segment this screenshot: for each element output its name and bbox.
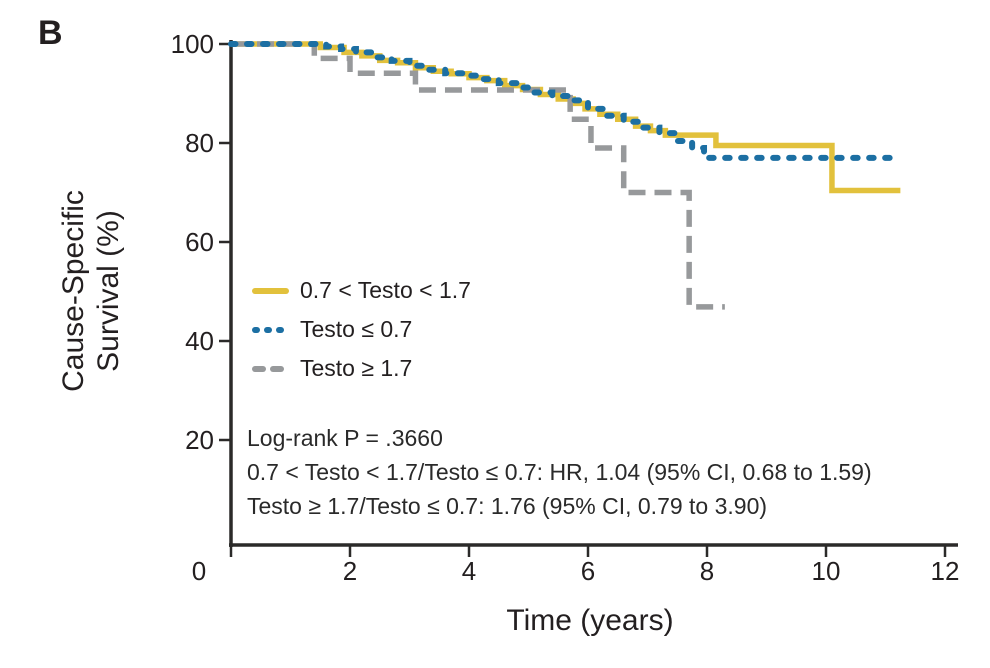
series-curve-0 [231,41,901,194]
x-tick-label: 12 [931,556,960,586]
chart-legend: 0.7 < Testo < 1.7 Testo ≤ 0.7 Testo ≥ 1.7 [252,271,471,388]
series-curve-2 [231,41,725,310]
stats-line: Testo ≥ 1.7/Testo ≤ 0.7: 1.76 (95% CI, 0… [247,493,768,519]
x-tick-label: 4 [462,556,476,586]
y-tick-label: 60 [185,227,214,257]
legend-label: Testo ≥ 1.7 [300,355,413,381]
x-tick-label: 2 [343,556,357,586]
legend-item: Testo ≥ 1.7 [252,349,471,388]
panel-label: B [38,14,63,52]
y-axis-title: Cause-Specific Survival (%) [57,190,125,392]
x-axis-title: Time (years) [506,604,674,637]
stats-annotation: Log-rank P = .3660 0.7 < Testo < 1.7/Test… [247,421,872,523]
legend-swatch-segment [276,326,284,333]
legend-swatch-segment [252,365,266,372]
legend-swatch-dashed-line-icon [252,365,292,372]
legend-swatch-segment [264,326,272,333]
x-tick-label: 8 [700,556,714,586]
stats-line: Log-rank P = .3660 [247,425,443,451]
stats-line: 0.7 < Testo < 1.7/Testo ≤ 0.7: HR, 1.04 … [247,459,872,485]
legend-item: 0.7 < Testo < 1.7 [252,271,471,310]
y-tick-label: 80 [185,128,214,158]
legend-swatch-solid-line-icon [252,287,292,294]
y-tick-label: 40 [185,326,214,356]
legend-swatch-segment [270,365,284,372]
legend-label: Testo ≤ 0.7 [300,316,413,342]
y-tick-label: 100 [171,29,214,59]
legend-label: 0.7 < Testo < 1.7 [300,277,471,303]
legend-swatch-segment [252,326,260,333]
x-tick-label: 6 [581,556,595,586]
series-curve-1 [228,41,901,161]
y-tick-label: 20 [185,425,214,455]
legend-item: Testo ≤ 0.7 [252,310,471,349]
x-tick-label: 0 [192,556,206,586]
legend-swatch-dotted-line-icon [252,326,292,333]
legend-swatch-segment [252,287,289,294]
x-tick-label: 10 [812,556,841,586]
